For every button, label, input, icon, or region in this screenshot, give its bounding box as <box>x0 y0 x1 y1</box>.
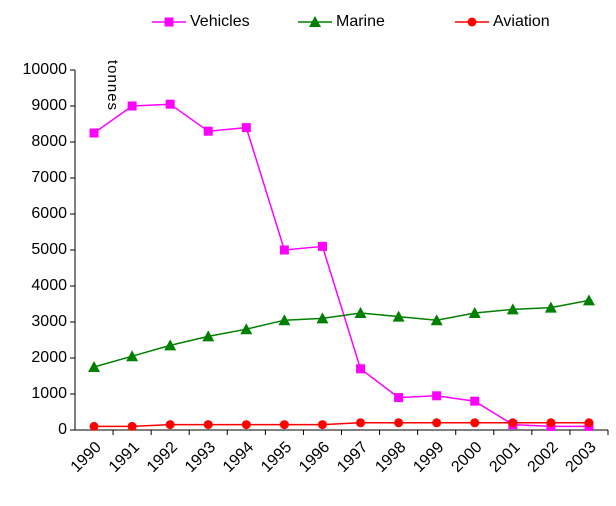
x-tick-label: 1991 <box>106 439 143 476</box>
marker <box>394 418 404 428</box>
y-tick-label: 8000 <box>31 133 67 150</box>
marker <box>356 418 366 428</box>
marker <box>279 245 289 255</box>
marker <box>202 330 215 342</box>
y-tick-label: 7000 <box>31 169 67 186</box>
marker <box>127 421 137 431</box>
series-line <box>93 299 590 368</box>
marker <box>89 128 99 138</box>
y-tick-label: 9000 <box>31 97 67 114</box>
y-axis-label: tonnes <box>104 60 121 111</box>
y-tick-label: 3000 <box>31 313 67 330</box>
legend-label: Vehicles <box>190 13 250 30</box>
x-tick-label: 1994 <box>220 439 257 476</box>
y-tick-label: 0 <box>58 421 67 438</box>
marker <box>165 99 175 109</box>
marker <box>279 420 289 430</box>
marker <box>430 314 443 326</box>
marker <box>356 364 366 374</box>
y-tick-label: 2000 <box>31 349 67 366</box>
marker <box>317 241 327 251</box>
marker <box>309 16 321 27</box>
x-tick-label: 1997 <box>334 439 371 476</box>
x-tick-label: 2003 <box>563 439 600 476</box>
legend-label: Aviation <box>493 13 550 30</box>
y-tick-label: 1000 <box>31 385 67 402</box>
marker <box>126 350 139 362</box>
marker <box>240 323 253 335</box>
marker <box>394 393 404 403</box>
marker <box>546 418 556 428</box>
x-tick-label: 2000 <box>448 439 485 476</box>
marker <box>392 310 405 322</box>
marker <box>164 339 177 351</box>
marker <box>467 17 477 27</box>
marker <box>470 396 480 406</box>
y-tick-label: 6000 <box>31 205 67 222</box>
x-tick-label: 1998 <box>372 439 409 476</box>
y-tick-label: 5000 <box>31 241 67 258</box>
legend-label: Marine <box>336 13 385 30</box>
marker <box>584 418 594 428</box>
series-line <box>94 422 589 428</box>
marker <box>317 420 327 430</box>
marker <box>544 301 557 313</box>
marker <box>506 303 519 315</box>
marker <box>582 294 595 306</box>
marker <box>354 307 367 318</box>
x-tick-label: 2001 <box>486 439 523 476</box>
marker <box>241 420 251 430</box>
marker <box>203 420 213 430</box>
y-tick-label: 10000 <box>23 61 68 78</box>
x-tick-label: 1999 <box>410 439 447 476</box>
x-tick-label: 1990 <box>68 439 105 476</box>
marker <box>508 418 518 428</box>
marker <box>432 391 442 401</box>
marker <box>241 123 251 133</box>
marker <box>278 314 291 326</box>
marker <box>432 418 442 428</box>
series-line <box>93 103 589 428</box>
x-tick-label: 2002 <box>525 439 562 476</box>
marker <box>165 420 175 430</box>
x-tick-label: 1995 <box>258 439 295 476</box>
marker <box>89 421 99 431</box>
marker <box>127 101 137 111</box>
x-tick-label: 1992 <box>144 439 181 476</box>
marker <box>470 418 480 428</box>
marker <box>164 17 174 27</box>
marker <box>88 361 101 372</box>
marker <box>468 307 481 318</box>
x-tick-label: 1996 <box>296 439 333 476</box>
marker <box>316 312 329 324</box>
x-tick-label: 1993 <box>182 439 219 476</box>
marker <box>203 126 213 136</box>
y-tick-label: 4000 <box>31 277 67 294</box>
